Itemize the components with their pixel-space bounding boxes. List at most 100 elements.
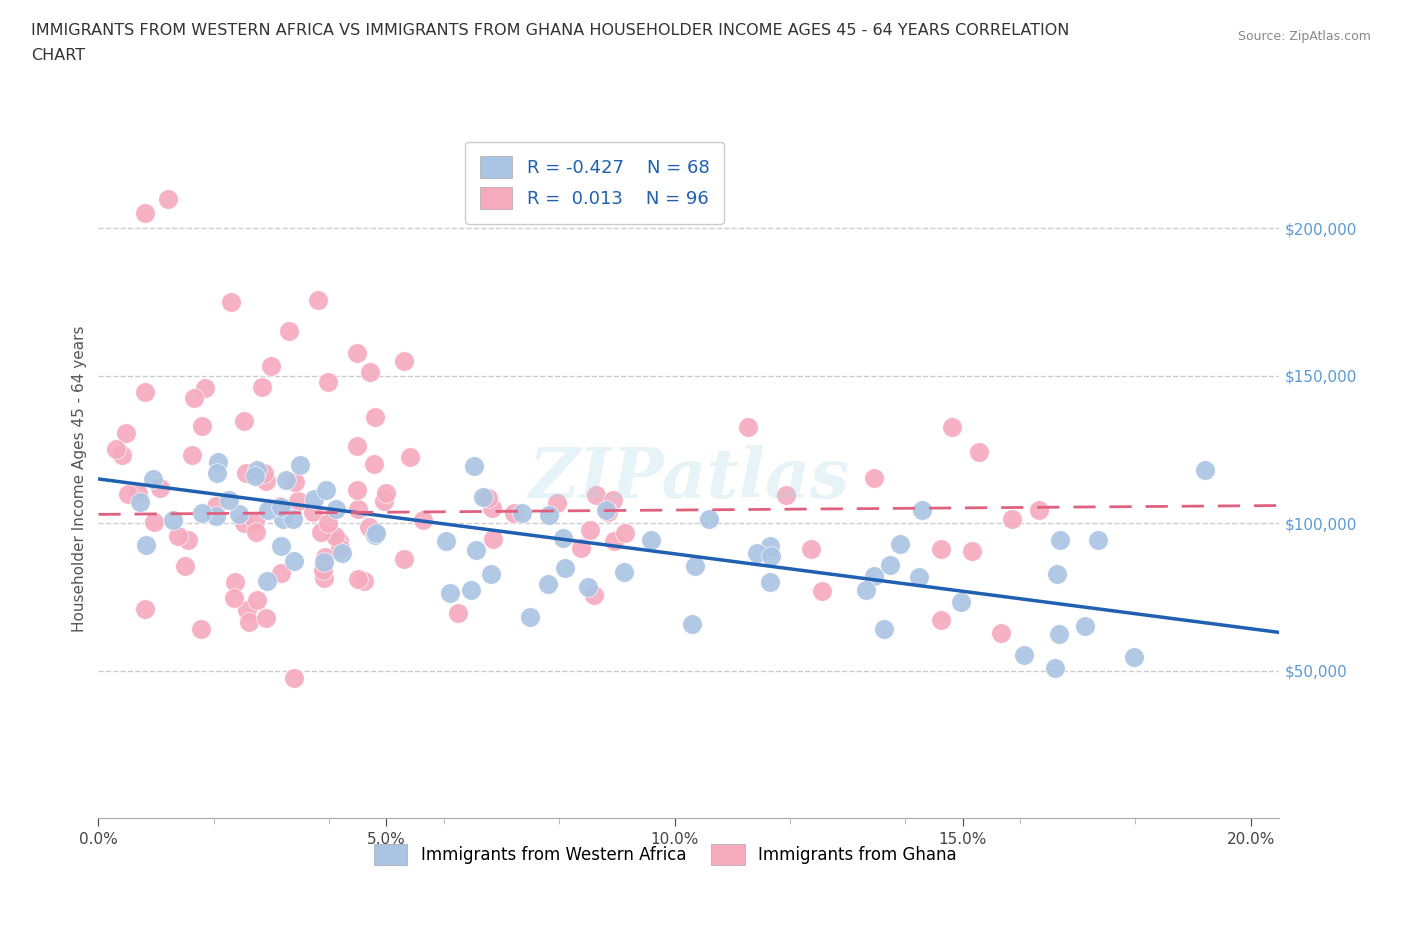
Point xyxy=(243,469,266,484)
Point xyxy=(576,580,599,595)
Point xyxy=(218,492,240,507)
Point xyxy=(737,419,759,434)
Point xyxy=(392,353,415,368)
Point xyxy=(602,533,624,548)
Point xyxy=(929,612,952,627)
Point xyxy=(117,486,139,501)
Point xyxy=(134,602,156,617)
Text: ZIPatlas: ZIPatlas xyxy=(529,445,849,512)
Point xyxy=(359,365,381,379)
Point xyxy=(110,448,132,463)
Point xyxy=(911,503,934,518)
Point xyxy=(277,324,299,339)
Point xyxy=(614,525,637,540)
Point xyxy=(554,560,576,575)
Point xyxy=(364,527,387,542)
Point xyxy=(207,455,229,470)
Point xyxy=(439,586,461,601)
Point xyxy=(503,506,526,521)
Legend: Immigrants from Western Africa, Immigrants from Ghana: Immigrants from Western Africa, Immigran… xyxy=(367,838,963,871)
Point xyxy=(967,445,990,459)
Point xyxy=(595,502,617,517)
Point xyxy=(1049,532,1071,547)
Point xyxy=(477,491,499,506)
Point xyxy=(270,565,292,580)
Point xyxy=(328,534,350,549)
Point xyxy=(863,471,886,485)
Point xyxy=(127,485,149,500)
Point xyxy=(364,409,387,424)
Point xyxy=(1043,661,1066,676)
Point xyxy=(180,448,202,463)
Point xyxy=(257,502,280,517)
Point xyxy=(392,551,415,566)
Point xyxy=(233,414,256,429)
Point xyxy=(307,293,329,308)
Point xyxy=(602,493,624,508)
Point xyxy=(281,512,304,526)
Text: Source: ZipAtlas.com: Source: ZipAtlas.com xyxy=(1237,30,1371,43)
Point xyxy=(800,541,823,556)
Point xyxy=(104,442,127,457)
Point xyxy=(330,546,353,561)
Point xyxy=(177,533,200,548)
Y-axis label: Householder Income Ages 45 - 64 years: Householder Income Ages 45 - 64 years xyxy=(72,326,87,632)
Point xyxy=(412,512,434,527)
Point xyxy=(228,507,250,522)
Point xyxy=(156,191,179,206)
Point xyxy=(359,520,381,535)
Point xyxy=(114,425,136,440)
Point xyxy=(640,532,662,547)
Point xyxy=(287,494,309,509)
Point xyxy=(243,513,266,528)
Point xyxy=(582,588,605,603)
Point xyxy=(256,573,278,588)
Point xyxy=(135,538,157,552)
Point xyxy=(759,549,782,564)
Point xyxy=(315,483,337,498)
Point xyxy=(309,525,332,539)
Point xyxy=(284,475,307,490)
Point xyxy=(747,546,769,561)
Point xyxy=(346,438,368,453)
Point xyxy=(190,622,212,637)
Point xyxy=(236,603,259,618)
Point xyxy=(399,450,422,465)
Point xyxy=(463,458,485,473)
Point xyxy=(254,611,277,626)
Point xyxy=(134,206,156,220)
Point xyxy=(464,543,486,558)
Point xyxy=(246,462,269,477)
Point xyxy=(681,617,703,631)
Point xyxy=(596,504,619,519)
Point xyxy=(375,485,398,500)
Point xyxy=(167,528,190,543)
Point xyxy=(222,591,245,605)
Point xyxy=(323,528,346,543)
Point xyxy=(204,509,226,524)
Point xyxy=(346,572,368,587)
Point xyxy=(1001,512,1024,526)
Point xyxy=(537,577,560,591)
Point xyxy=(325,502,347,517)
Point xyxy=(314,550,336,565)
Point xyxy=(302,492,325,507)
Point xyxy=(246,592,269,607)
Point xyxy=(149,481,172,496)
Point xyxy=(460,582,482,597)
Point xyxy=(346,482,368,497)
Point xyxy=(194,380,217,395)
Point xyxy=(863,569,886,584)
Point xyxy=(941,419,963,434)
Point xyxy=(364,525,387,540)
Point xyxy=(447,605,470,620)
Point xyxy=(879,558,901,573)
Point xyxy=(142,514,165,529)
Point xyxy=(191,505,214,520)
Point xyxy=(962,544,984,559)
Point xyxy=(759,538,782,553)
Point xyxy=(434,534,457,549)
Point xyxy=(174,559,197,574)
Point xyxy=(775,487,797,502)
Point xyxy=(538,508,561,523)
